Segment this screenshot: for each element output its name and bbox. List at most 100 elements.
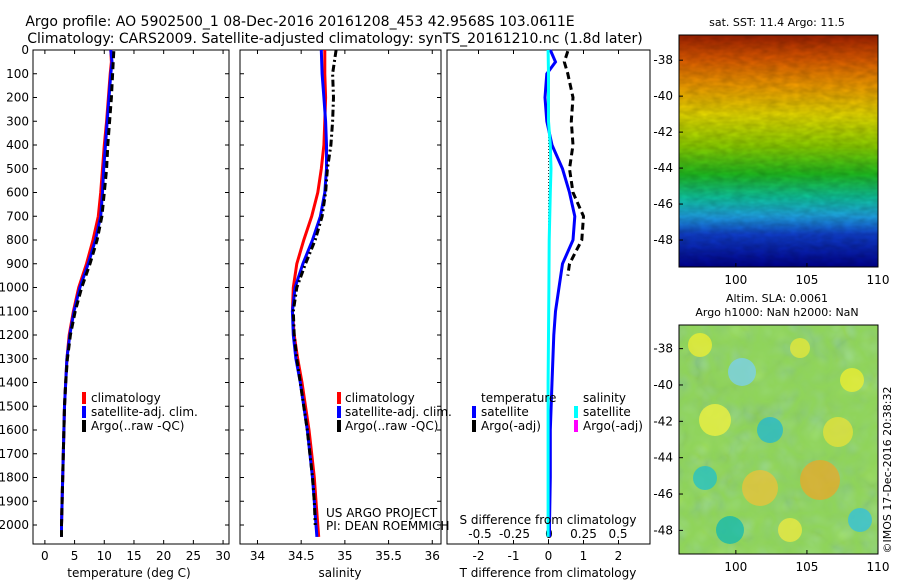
sla-anomaly-blob: [688, 333, 712, 357]
x-tick-label: 34.5: [288, 549, 315, 563]
sst-map-title: sat. SST: 11.4 Argo: 11.5: [709, 16, 845, 29]
depth-tick-label: 300: [6, 114, 29, 128]
lat-tick-label: -38: [653, 342, 673, 356]
salinity-xlabel: salinity: [318, 566, 361, 580]
x-tick-label: 35: [337, 549, 352, 563]
sla-map-blobs: [688, 333, 872, 544]
salinity-panel: 34 34.5 35 35.5 36 salinity climatology sate…: [239, 49, 452, 580]
difference-lines: [543, 49, 586, 537]
x-tick-label: 36: [425, 549, 440, 563]
sst-map-panel: sat. SST: 11.4 Argo: 11.5 -38 -40 -42 -44 -4…: [653, 16, 889, 287]
legend-label-satellite: satellite-adj. clim.: [345, 405, 452, 419]
depth-tick-label: 1100: [0, 304, 29, 318]
credit-line2: PI: DEAN ROEMMICH: [326, 519, 449, 533]
difference-xticks: -2 -1 0 1 2: [473, 50, 623, 563]
lon-tick-label: 105: [795, 273, 818, 287]
lat-tick-label: -44: [653, 161, 673, 175]
sla-anomaly-blob: [848, 508, 872, 532]
lon-tick-label: 105: [795, 560, 818, 574]
sst-map-frame: [678, 34, 879, 268]
x-tick-label: 5: [71, 549, 79, 563]
s-diff-tick-label: -0.5: [468, 527, 491, 541]
legend-label-climatology: climatology: [345, 391, 415, 405]
depth-tick-label: 900: [6, 257, 29, 271]
legend-swatch-s-argo: [574, 420, 578, 432]
s-diff-tick-label: 0.25: [570, 527, 597, 541]
x-tick-label: 2: [615, 549, 623, 563]
temperature-yticks: 0 100 200 300 400 500 600 700 800 900 1000 1100 1200…: [0, 43, 229, 532]
sst-map-yticks: -38 -40 -42 -44 -46 -48: [653, 53, 683, 247]
series-line-climatology: [290, 50, 328, 538]
sst-map-texture: [679, 35, 878, 267]
sla-anomaly-blob: [778, 518, 802, 542]
series-line-argo-raw-qc-: [291, 49, 338, 526]
x-tick-label: 35.5: [375, 549, 402, 563]
sst-map-xticks: 100 105 110: [724, 263, 889, 287]
x-tick-label: 10: [97, 549, 112, 563]
depth-tick-label: 1300: [0, 352, 29, 366]
temperature-panel: 0100200300400500600700800900100011001200…: [0, 43, 231, 580]
sla-map-title-line1: Altim. SLA: 0.0061: [726, 292, 828, 305]
lat-tick-label: -40: [653, 89, 673, 103]
series-line-satellite-adj-clim-: [60, 49, 114, 537]
temperature-legend: climatology satellite-adj. clim. Argo(..…: [82, 391, 198, 433]
legend-header-temperature: temperature: [481, 391, 556, 405]
lat-tick-label: -46: [653, 487, 673, 501]
depth-tick-label: 1000: [0, 281, 29, 295]
legend-swatch-s-satellite: [574, 406, 578, 418]
x-tick-label: -2: [473, 549, 485, 563]
depth-tick-label: 2000: [0, 518, 29, 532]
x-tick-label: 0: [545, 549, 553, 563]
salinity-yticks: [240, 49, 441, 526]
sla-map-yticks: -38 -40 -42 -44 -46 -48: [653, 342, 683, 537]
legend-swatch-climatology: [82, 392, 86, 404]
difference-top-label: S difference from climatology: [460, 513, 637, 527]
series-line-s-satellite: [546, 49, 553, 537]
series-line-satellite-adj-clim-: [290, 49, 328, 538]
legend-label-climatology: climatology: [91, 391, 161, 405]
legend-swatch-argo: [82, 420, 86, 432]
legend-swatch-climatology: [337, 392, 341, 404]
lat-tick-label: -48: [653, 523, 673, 537]
temperature-xticks: 0 5 10 15 20 25 30: [41, 50, 231, 563]
temperature-xlabel: temperature (deg C): [67, 566, 190, 580]
sla-anomaly-blob: [693, 466, 717, 490]
legend-label-s-satellite: satellite: [583, 405, 631, 419]
x-tick-label: 25: [186, 549, 201, 563]
depth-tick-label: 1200: [0, 328, 29, 342]
lat-tick-label: -46: [653, 197, 673, 211]
depth-tick-label: 1400: [0, 376, 29, 390]
salinity-plot-frame: [239, 49, 442, 545]
sla-map-title-line2: Argo h1000: NaN h2000: NaN: [695, 306, 858, 319]
lon-tick-label: 110: [867, 560, 890, 574]
sla-anomaly-blob: [823, 417, 853, 447]
sla-anomaly-blob: [800, 460, 840, 500]
legend-swatch-t-satellite: [472, 406, 476, 418]
depth-tick-label: 700: [6, 209, 29, 223]
legend-swatch-satellite: [337, 406, 341, 418]
lat-tick-label: -38: [653, 53, 673, 67]
s-diff-tick-label: 0.5: [608, 527, 627, 541]
temperature-lines: [60, 49, 116, 537]
legend-label-satellite: satellite-adj. clim.: [91, 405, 198, 419]
lat-tick-label: -42: [653, 125, 673, 139]
lat-tick-label: -44: [653, 451, 673, 465]
sla-map-xticks: 100 105 110: [724, 550, 889, 574]
x-tick-label: 30: [215, 549, 230, 563]
figure-title-line2: Climatology: CARS2009. Satellite-adjuste…: [27, 31, 642, 47]
s-diff-tick-label: -0.25: [499, 527, 530, 541]
sla-anomaly-blob: [790, 338, 810, 358]
sla-anomaly-blob: [840, 368, 864, 392]
depth-tick-label: 400: [6, 138, 29, 152]
legend-label-t-argo: Argo(-adj): [481, 419, 541, 433]
lat-tick-label: -40: [653, 378, 673, 392]
depth-tick-label: 1500: [0, 399, 29, 413]
figure-title-line1: Argo profile: AO 5902500_1 08-Dec-2016 2…: [25, 14, 574, 30]
sla-anomaly-blob: [728, 358, 756, 386]
depth-tick-label: 0: [21, 43, 29, 57]
x-tick-label: -1: [508, 549, 520, 563]
lon-tick-label: 110: [867, 273, 890, 287]
lat-tick-label: -48: [653, 233, 673, 247]
salinity-legend: climatology satellite-adj. clim. Argo(..…: [337, 391, 452, 433]
